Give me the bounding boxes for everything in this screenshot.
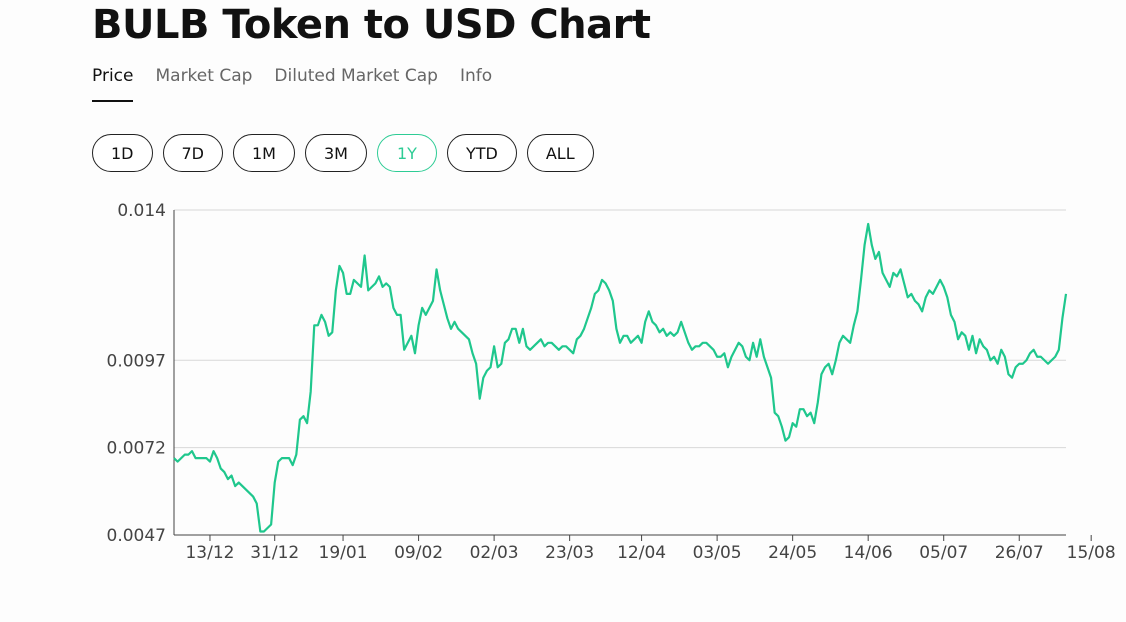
- chart-tabs: Price Market Cap Diluted Market Cap Info: [92, 62, 492, 102]
- x-tick-label: 26/07: [995, 543, 1044, 563]
- time-range-selector: 1D 7D 1M 3M 1Y YTD ALL: [92, 134, 594, 172]
- x-tick-label: 31/12: [250, 543, 299, 563]
- range-1y-button[interactable]: 1Y: [376, 134, 437, 172]
- x-tick-label: 19/01: [319, 543, 368, 563]
- page-title: BULB Token to USD Chart: [92, 2, 651, 48]
- range-3m-button[interactable]: 3M: [304, 134, 367, 172]
- y-tick-label: 0.0047: [107, 526, 166, 546]
- range-ytd-button[interactable]: YTD: [446, 134, 517, 172]
- tab-price[interactable]: Price: [92, 62, 134, 102]
- x-tick-label: 05/07: [919, 543, 968, 563]
- range-all-button[interactable]: ALL: [526, 134, 594, 172]
- x-tick-label: 02/03: [470, 543, 519, 563]
- x-tick-label: 09/02: [394, 543, 443, 563]
- tab-diluted-market-cap[interactable]: Diluted Market Cap: [274, 66, 438, 86]
- y-tick-label: 0.0072: [107, 439, 166, 459]
- price-line-series: [173, 222, 1068, 533]
- range-1d-button[interactable]: 1D: [92, 134, 153, 172]
- x-tick-label: 15/08: [1067, 543, 1116, 563]
- x-tick-label: 14/06: [844, 543, 893, 563]
- x-tick-label: 23/03: [545, 543, 594, 563]
- x-tick-label: 03/05: [693, 543, 742, 563]
- range-7d-button[interactable]: 7D: [162, 134, 223, 172]
- x-tick-label: 12/04: [617, 543, 666, 563]
- y-tick-label: 0.014: [117, 201, 166, 221]
- price-chart[interactable]: 0.014 0.0097 0.0072 0.0047 13/12 31/12 19/01 09…: [0, 195, 1126, 575]
- tab-info[interactable]: Info: [459, 66, 493, 86]
- x-tick-label: 24/05: [768, 543, 817, 563]
- y-tick-label: 0.0097: [107, 351, 166, 371]
- range-1m-button[interactable]: 1M: [233, 134, 295, 172]
- tab-market-cap[interactable]: Market Cap: [155, 66, 253, 86]
- x-tick-label: 13/12: [185, 543, 234, 563]
